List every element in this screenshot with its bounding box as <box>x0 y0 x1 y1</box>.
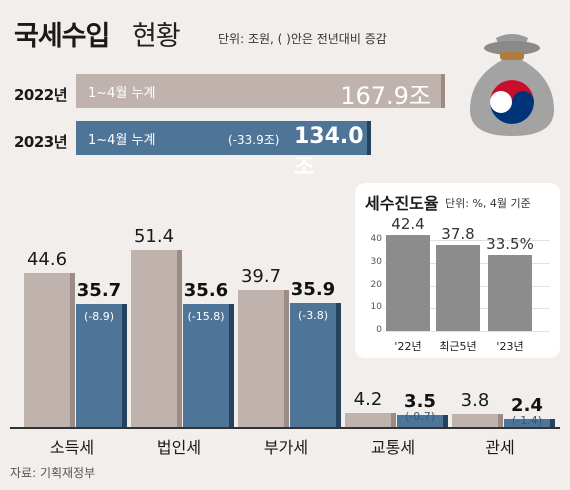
change-label: (-3.8) <box>297 309 329 323</box>
category-label: 교통세 <box>370 438 416 457</box>
progress-bar <box>386 234 430 331</box>
progress-bar <box>436 245 480 331</box>
bar-2023 <box>397 414 443 427</box>
tick-label: 30 <box>370 256 382 267</box>
cumulative-bar-2023: 1~4월 누계 (-33.9조) 134.0조 <box>76 121 367 180</box>
gridline <box>385 331 550 332</box>
progress-category: 최근5년 <box>439 340 477 353</box>
change-label: (-1.4) <box>511 413 543 427</box>
bar-2022 <box>131 249 177 427</box>
bar-side <box>229 304 234 427</box>
data-label-2023: 35.7 <box>76 279 122 301</box>
category-label: 법인세 <box>156 438 202 457</box>
data-label-2023: 3.5 <box>404 390 436 412</box>
bar-2023 <box>504 418 550 427</box>
change-label: (-8.9) <box>83 309 115 323</box>
data-label-2022: 4.2 <box>353 388 383 410</box>
category-label: 소득세 <box>49 438 95 457</box>
bar-2022 <box>24 273 70 427</box>
data-label-2022: 3.8 <box>460 389 490 411</box>
bar-side <box>441 74 445 108</box>
year-label-2022: 2022년 <box>14 86 68 104</box>
bar-side <box>391 412 396 427</box>
bar-2022 <box>238 290 284 427</box>
bar-side <box>443 414 448 427</box>
inset-unit: 단위: %, 4월 기준 <box>445 197 531 210</box>
unit-note: 단위: 조원, ( )안은 전년대비 증감 <box>218 32 387 46</box>
data-label-2022: 44.6 <box>26 249 68 271</box>
bar-2023 <box>290 303 336 427</box>
period-label: 1~4월 누계 <box>88 86 156 101</box>
progress-value: 33.5% <box>486 234 534 253</box>
bar-side <box>498 413 503 427</box>
bar-2022 <box>452 413 498 427</box>
data-label-2023: 35.6 <box>183 280 229 302</box>
progress-category: '23년 <box>496 340 524 353</box>
progress-bar <box>488 254 532 331</box>
gridline <box>385 240 550 241</box>
data-label-2022: 51.4 <box>133 225 175 247</box>
category-label: 관세 <box>485 438 515 457</box>
year-label-2023: 2023년 <box>14 133 68 151</box>
bar-side <box>122 303 127 427</box>
data-label-2023: 2.4 <box>511 394 543 416</box>
bar-side <box>336 303 341 427</box>
page-subtitle: 현황 <box>132 21 181 52</box>
category-label: 부가세 <box>263 438 309 457</box>
change-label: (-0.7) <box>404 409 436 423</box>
cumulative-change-2023: (-33.9조) <box>228 133 280 147</box>
progress-category: '22년 <box>394 340 422 353</box>
bar-side <box>550 418 555 427</box>
chart-baseline <box>10 427 560 429</box>
cumulative-value-2022: 167.9조 <box>340 82 431 110</box>
page-title: 국세수입 <box>14 21 110 52</box>
data-label-2022: 39.7 <box>240 266 282 288</box>
inset-title: 세수진도율 <box>365 194 439 213</box>
bar-side <box>367 121 371 155</box>
change-label: (-15.8) <box>187 310 225 324</box>
cumulative-value-2023: 134.0조 <box>294 124 364 180</box>
bar-2023 <box>183 304 229 427</box>
tick-label: 0 <box>376 325 382 335</box>
cumulative-bar-2022: 1~4월 누계 167.9조 <box>76 74 441 110</box>
tick-label: 10 <box>370 302 382 313</box>
period-label: 1~4월 누계 <box>88 133 156 148</box>
tick-label: 40 <box>370 234 382 244</box>
bar-2022 <box>345 412 391 427</box>
data-label-2023: 35.9 <box>290 279 336 301</box>
progress-value: 37.8 <box>441 225 475 243</box>
bar-side <box>70 273 75 427</box>
bar-side <box>177 249 182 427</box>
bar-2023 <box>76 303 122 427</box>
source-note: 자료: 기획재정부 <box>10 466 96 480</box>
progress-value: 42.4 <box>391 214 425 233</box>
bar-side <box>284 290 289 427</box>
money-bag-icon <box>462 30 562 142</box>
tick-label: 20 <box>370 279 382 290</box>
